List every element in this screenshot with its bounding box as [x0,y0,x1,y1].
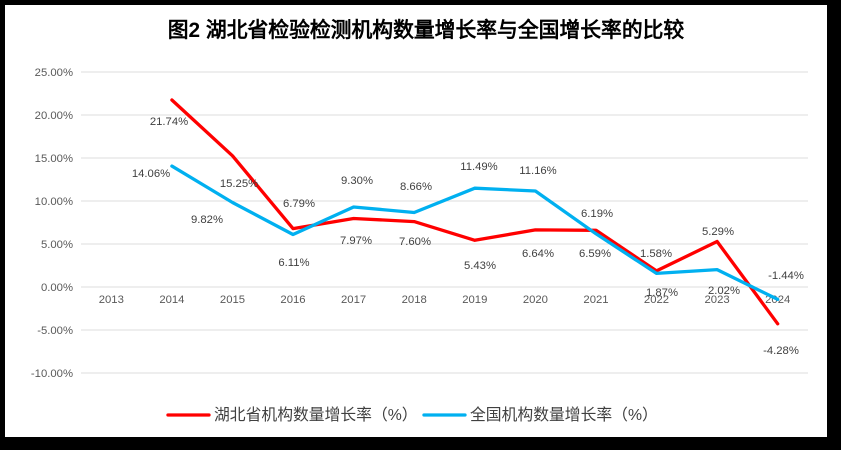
svg-text:2019: 2019 [462,294,487,306]
svg-text:2015: 2015 [220,294,245,306]
svg-text:20.00%: 20.00% [35,110,73,122]
svg-text:7.97%: 7.97% [340,235,372,247]
svg-text:-10.00%: -10.00% [31,368,73,380]
svg-text:6.59%: 6.59% [579,248,611,260]
svg-text:2014: 2014 [159,294,184,306]
svg-text:11.16%: 11.16% [519,165,556,177]
svg-text:5.29%: 5.29% [702,226,734,238]
svg-text:2016: 2016 [280,294,305,306]
svg-text:11.49%: 11.49% [460,161,497,173]
svg-text:10.00%: 10.00% [35,196,73,208]
svg-text:-1.44%: -1.44% [768,270,804,282]
svg-text:1.87%: 1.87% [646,287,678,299]
svg-text:6.64%: 6.64% [522,248,554,260]
svg-text:6.79%: 6.79% [283,198,315,210]
svg-text:5.43%: 5.43% [464,260,496,272]
svg-text:0.00%: 0.00% [41,282,73,294]
svg-text:全国机构数量增长率（%）: 全国机构数量增长率（%） [470,406,658,424]
svg-text:2020: 2020 [523,294,548,306]
svg-text:2021: 2021 [583,294,608,306]
svg-text:15.00%: 15.00% [35,153,73,165]
svg-text:9.30%: 9.30% [341,175,373,187]
svg-text:7.60%: 7.60% [399,236,431,248]
svg-text:1.58%: 1.58% [640,248,672,260]
svg-text:2017: 2017 [341,294,366,306]
svg-text:-5.00%: -5.00% [37,325,73,337]
svg-text:湖北省机构数量增长率（%）: 湖北省机构数量增长率（%） [214,406,418,424]
svg-text:14.06%: 14.06% [132,168,170,180]
svg-text:5.00%: 5.00% [41,239,73,251]
svg-text:9.82%: 9.82% [191,214,223,226]
svg-text:21.74%: 21.74% [150,116,188,128]
svg-text:2013: 2013 [99,294,124,306]
svg-text:-4.28%: -4.28% [763,345,799,357]
svg-text:15.25%: 15.25% [220,178,258,190]
svg-text:8.66%: 8.66% [400,181,432,193]
svg-text:2018: 2018 [402,294,427,306]
svg-text:6.11%: 6.11% [278,257,309,269]
svg-text:2.02%: 2.02% [708,285,740,297]
svg-text:25.00%: 25.00% [35,67,73,79]
svg-text:6.19%: 6.19% [581,208,613,220]
